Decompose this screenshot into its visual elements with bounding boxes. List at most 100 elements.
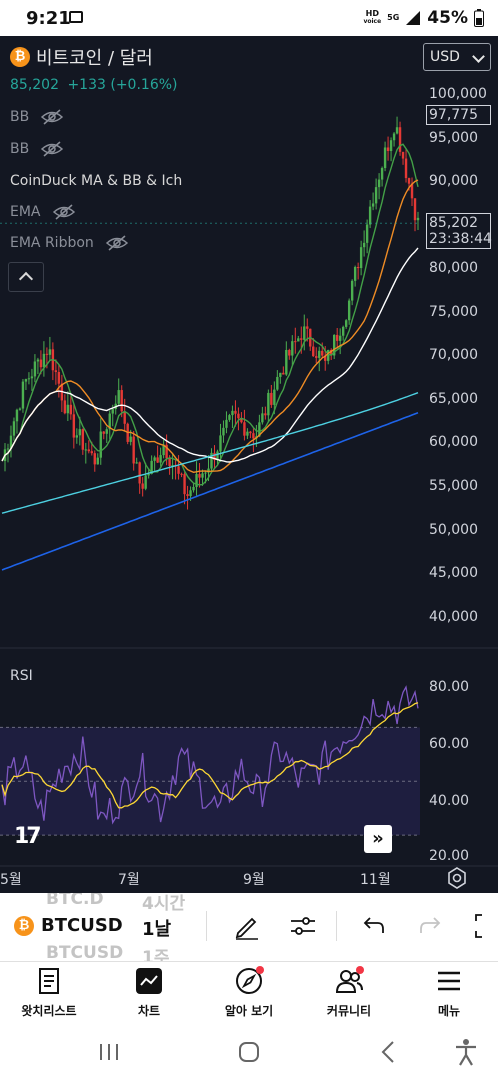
- candle-body: [335, 334, 339, 341]
- drawing-pen-icon[interactable]: [232, 911, 262, 941]
- candle-body: [365, 224, 369, 243]
- candle-body: [282, 372, 285, 375]
- indicator-bb-2[interactable]: BB: [10, 141, 64, 157]
- candle-body: [63, 400, 67, 414]
- chevron-up-icon: [18, 271, 34, 287]
- candle-body: [42, 353, 46, 368]
- indicators-sliders-icon[interactable]: [288, 911, 318, 941]
- ma-green-line: [1, 143, 419, 486]
- eye-hidden-icon[interactable]: [105, 235, 128, 251]
- tradingview-logo: 17: [14, 824, 42, 849]
- nav-watchlist[interactable]: 왓치리스트: [4, 962, 94, 1019]
- candle-body: [416, 217, 420, 221]
- eye-hidden-icon[interactable]: [41, 141, 64, 157]
- back-icon[interactable]: [380, 1040, 396, 1064]
- candle-body: [270, 392, 273, 405]
- time-label: 5월: [0, 872, 22, 888]
- indicator-coinduck[interactable]: CoinDuck MA & BB & Ich: [10, 173, 183, 189]
- bottom-navigation: 왓치리스트 차트 알아 보기 커뮤니티 메뉴: [0, 962, 498, 1026]
- candle-body: [273, 389, 276, 405]
- menu-icon: [438, 971, 460, 991]
- candle-body: [321, 350, 324, 356]
- candle-body: [237, 413, 240, 419]
- indicator-ema[interactable]: EMA: [10, 204, 75, 220]
- battery-icon: [474, 9, 484, 27]
- candle-body: [135, 462, 138, 464]
- status-icons: HD voice 5G 45%: [363, 8, 484, 28]
- collapse-legend-button[interactable]: [8, 262, 44, 292]
- ghost-interval-above: 4시간: [142, 894, 186, 914]
- indicator-bb-1[interactable]: BB: [10, 109, 64, 125]
- candle-body: [300, 338, 303, 340]
- redo-icon[interactable]: [416, 911, 446, 941]
- interval-selector[interactable]: 1날: [142, 919, 172, 940]
- status-bar: 9:21 HD voice 5G 45%: [0, 0, 498, 36]
- symbol-selector[interactable]: ₿ BTCUSD: [14, 915, 123, 936]
- candle-body: [246, 431, 249, 436]
- nav-chart[interactable]: 차트: [104, 962, 194, 1019]
- candle-body: [407, 178, 411, 184]
- candle-body: [81, 429, 85, 450]
- candle-body: [276, 376, 279, 390]
- candle-body: [78, 429, 82, 436]
- fullscreen-icon[interactable]: [472, 911, 498, 941]
- price-change: +133 (+0.16%): [67, 77, 178, 93]
- eye-hidden-icon[interactable]: [41, 109, 64, 125]
- price-tick: 70,000: [429, 347, 478, 363]
- candle-body: [201, 473, 204, 478]
- candle-body: [96, 457, 99, 465]
- home-icon[interactable]: [238, 1041, 260, 1063]
- candle-body: [324, 355, 327, 361]
- time-label: 7월: [118, 872, 140, 888]
- undo-icon[interactable]: [358, 911, 388, 941]
- candle-body: [84, 449, 87, 451]
- currency-select[interactable]: USD: [423, 43, 491, 71]
- ma-orange-line: [1, 179, 419, 474]
- candle-body: [222, 427, 225, 436]
- candle-body: [15, 409, 19, 422]
- indicator-ema-ribbon[interactable]: EMA Ribbon: [10, 235, 128, 251]
- chart-area[interactable]: ₿ 비트코인 / 달러 85,202 +133 (+0.16%) USD BB …: [0, 36, 498, 893]
- ma-blue-line: [1, 412, 419, 571]
- rsi-label[interactable]: RSI: [10, 668, 33, 684]
- price-tick: 55,000: [429, 478, 478, 494]
- candle-body: [165, 444, 168, 459]
- accessibility-icon[interactable]: [454, 1038, 478, 1066]
- nav-explore[interactable]: 알아 보기: [204, 962, 294, 1019]
- nav-menu[interactable]: 메뉴: [404, 962, 494, 1019]
- candle-body: [344, 320, 348, 327]
- chevron-down-icon: [472, 50, 485, 63]
- current-price: 85,202: [10, 77, 59, 93]
- candle-body: [279, 372, 282, 377]
- chart-settings-icon[interactable]: [446, 867, 468, 889]
- candle-body: [6, 448, 10, 450]
- eye-hidden-icon[interactable]: [52, 204, 75, 220]
- gallery-notification-icon: [69, 11, 83, 23]
- candle-body: [359, 247, 363, 269]
- price-tick: 100,000: [429, 86, 487, 102]
- toolbar-divider: [336, 911, 337, 941]
- candle-body: [108, 413, 111, 430]
- candle-body: [54, 370, 58, 373]
- candle-body: [306, 326, 309, 329]
- rsi-ma-line: [1, 702, 419, 809]
- candle-body: [195, 474, 198, 487]
- candle-body: [401, 151, 405, 159]
- candle-body: [123, 411, 126, 424]
- candle-body: [171, 465, 174, 467]
- nav-community[interactable]: 커뮤니티: [304, 962, 394, 1019]
- price-tick: 40,000: [429, 609, 478, 625]
- scroll-to-latest-button[interactable]: »: [364, 825, 392, 853]
- price-tick: 75,000: [429, 304, 478, 320]
- price-chart-canvas[interactable]: [0, 36, 498, 893]
- candle-body: [294, 341, 297, 343]
- candle-body: [33, 361, 37, 377]
- battery-level: 45%: [427, 8, 468, 28]
- candle-body: [30, 376, 34, 379]
- chart-title[interactable]: ₿ 비트코인 / 달러: [10, 44, 153, 70]
- candle-body: [9, 435, 13, 449]
- recent-apps-icon[interactable]: [98, 1042, 120, 1062]
- price-change-row: 85,202 +133 (+0.16%): [10, 77, 177, 93]
- candle-body: [189, 490, 192, 497]
- candle-body: [249, 431, 252, 434]
